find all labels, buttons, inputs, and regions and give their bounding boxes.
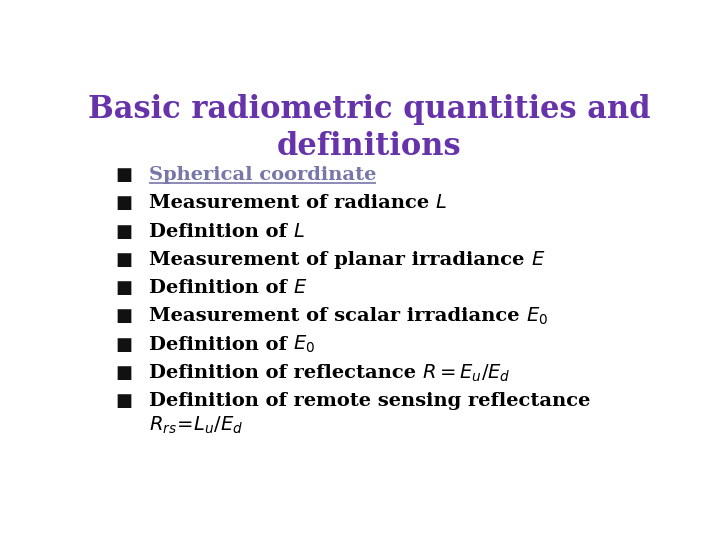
Text: $\mathit{R}_{rs}\!=\!\mathit{L}_u/\mathit{E}_d$: $\mathit{R}_{rs}\!=\!\mathit{L}_u/\mathi… [148,415,243,436]
Text: Definition of: Definition of [148,279,293,297]
Text: definitions: definitions [276,131,462,163]
Text: ■: ■ [115,364,132,382]
Text: $\mathit{E}$: $\mathit{E}$ [531,251,545,269]
Text: ■: ■ [115,336,132,354]
Text: ■: ■ [115,222,132,240]
Text: Definition of remote sensing reflectance: Definition of remote sensing reflectance [148,392,590,410]
Text: ■: ■ [115,279,132,297]
Text: Spherical coordinate: Spherical coordinate [148,166,376,184]
Text: ■: ■ [115,251,132,269]
Text: $\mathit{E}$: $\mathit{E}$ [293,279,307,297]
Text: Basic radiometric quantities and: Basic radiometric quantities and [88,94,650,125]
Text: $\mathit{L}$: $\mathit{L}$ [293,222,305,240]
Text: ■: ■ [115,194,132,212]
Text: Measurement of radiance: Measurement of radiance [148,194,436,212]
Text: ■: ■ [115,166,132,184]
Text: $\mathit{R} = \mathit{E}_u/\mathit{E}_d$: $\mathit{R} = \mathit{E}_u/\mathit{E}_d$ [423,362,511,383]
Text: Definition of reflectance: Definition of reflectance [148,364,423,382]
Text: ■: ■ [115,392,132,410]
Text: ■: ■ [115,307,132,326]
Text: $\mathit{E}_0$: $\mathit{E}_0$ [526,306,548,327]
Text: Definition of: Definition of [148,222,293,240]
Text: $\mathit{L}$: $\mathit{L}$ [436,194,447,212]
Text: Definition of: Definition of [148,336,293,354]
Text: Measurement of scalar irradiance: Measurement of scalar irradiance [148,307,526,326]
Text: Measurement of planar irradiance: Measurement of planar irradiance [148,251,531,269]
Text: $\mathit{E}_0$: $\mathit{E}_0$ [293,334,315,355]
